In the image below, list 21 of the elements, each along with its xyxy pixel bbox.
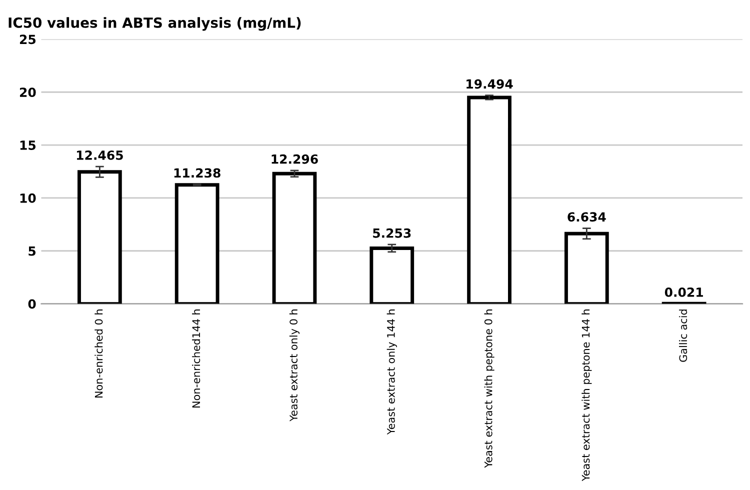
data-label: 11.238 (174, 168, 220, 178)
y-tick-label: 0 (28, 299, 36, 309)
y-tick-label: 15 (20, 140, 36, 150)
x-tick-label: Yeast extract with peptone 0 h (484, 310, 494, 468)
data-label: 19.494 (466, 79, 513, 89)
x-tick-label: Yeast extract with peptone 144 h (582, 310, 592, 482)
x-tick-label: Gallic acid (679, 310, 688, 362)
y-tick-label: 25 (20, 34, 36, 44)
data-label: 5.253 (373, 228, 411, 238)
y-tick-label: 20 (20, 88, 36, 98)
x-tick-label: Yeast extract only 0 h (289, 310, 300, 422)
data-label: 12.465 (76, 150, 123, 160)
data-label: 0.021 (664, 287, 703, 297)
x-tick-label: Non-enriched 0 h (94, 310, 103, 398)
y-tick-label: 5 (28, 246, 36, 256)
x-tick-label: Non-enriched144 h (192, 310, 200, 408)
y-tick-label: 10 (20, 193, 36, 203)
data-label: 6.634 (568, 212, 606, 222)
data-label: 12.296 (272, 154, 318, 164)
x-tick-label: Yeast extract only 144 h (386, 310, 397, 435)
chart-title: IC50 values in ABTS analysis (mg/mL) (8, 17, 301, 31)
